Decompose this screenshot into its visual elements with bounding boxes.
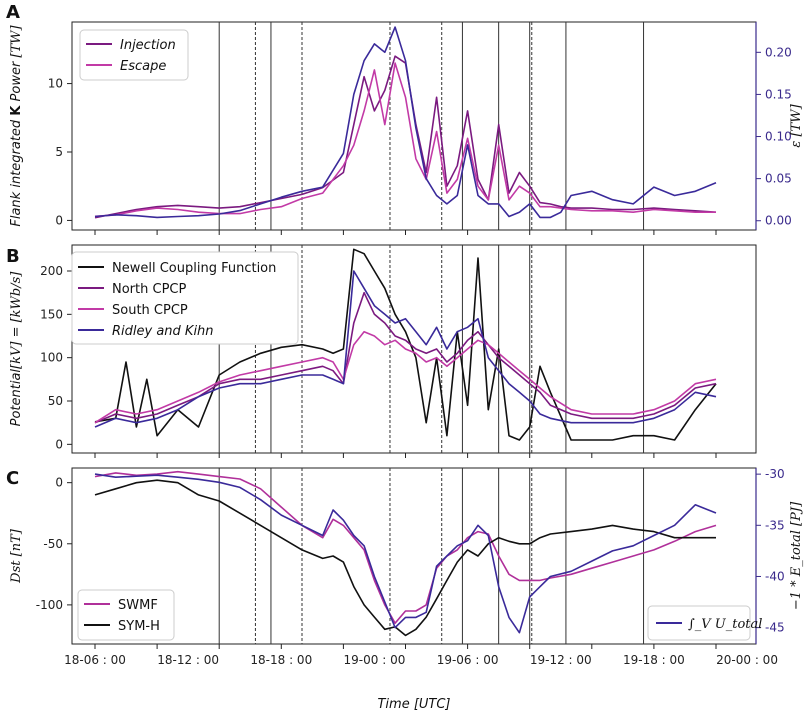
panel-c-y2label: −1 * E_total [PJ] (789, 501, 804, 610)
panel-label-b: B (6, 246, 20, 267)
legend-entry-newell: Newell Coupling Function (112, 261, 276, 276)
series-line-sym-h (94, 479, 716, 637)
panel-c-ylabel: Dst [nT] (9, 528, 24, 584)
y2-tick-label: 0.15 (765, 87, 792, 101)
x-tick-label: 20-00 : 00 (716, 653, 778, 667)
panel-a-ylabel: Flank integrated K Power [TW] (9, 24, 24, 226)
x-tick-label: 19-00 : 00 (344, 653, 406, 667)
series-line-- (94, 26, 717, 219)
x-tick-label: 18-18 : 00 (250, 653, 312, 667)
x-tick-label: 18-06 : 00 (64, 653, 126, 667)
series-line-north-cpcp (94, 291, 717, 424)
x-tick-label: 18-12 : 00 (157, 653, 219, 667)
panel-label-c: C (6, 468, 19, 489)
series-line-escape (94, 62, 716, 218)
series-line-injection (94, 55, 717, 219)
y-tick-label: 200 (40, 264, 63, 278)
panel-b-ylabel: Potential[kV] = [kWb/s] (9, 271, 24, 427)
series-line-swmf (94, 470, 717, 625)
y-tick-label: 5 (55, 145, 63, 159)
y-tick-label: -50 (43, 537, 63, 551)
series-line--v-u-total (94, 473, 717, 634)
panel-a-y2label: ε [TW] (789, 103, 804, 147)
series-line-south-cpcp (94, 330, 717, 424)
panel-label-a: A (6, 2, 20, 23)
legend-entry-energy: ∫_V U_total (688, 617, 762, 632)
legend-entry-ridley: Ridley and Kihn (112, 324, 214, 339)
y-tick-label: 100 (40, 351, 63, 365)
legend-entry-swmf: SWMF (118, 598, 158, 613)
legend-entry-north: North CPCP (112, 282, 186, 297)
y2-tick-label: 0.20 (765, 45, 792, 59)
y2-tick-label: -40 (765, 569, 785, 583)
series-line-ridley-and-kihn (94, 270, 717, 428)
legend-c-left: SWMF SYM-H (77, 589, 175, 641)
y-tick-label: 0 (55, 476, 63, 490)
x-axis-title: Time [UTC] (377, 697, 450, 712)
legend-entry-injection: Injection (120, 38, 176, 53)
y2-tick-label: -35 (765, 518, 785, 532)
y-tick-label: 0 (55, 213, 63, 227)
legend-entry-symh: SYM-H (118, 619, 160, 634)
y-tick-label: -100 (36, 598, 63, 612)
y-tick-label: 10 (48, 77, 63, 91)
y2-tick-label: -45 (765, 621, 785, 635)
legend-entry-south: South CPCP (112, 303, 188, 318)
ticks-layer: 18-06 : 00 18-12 : 00 18-18 : 00 19-00 : 00… (36, 22, 792, 667)
panel-b-frame (71, 244, 757, 454)
x-tick-label: 19-06 : 00 (437, 653, 499, 667)
y-tick-label: 50 (48, 394, 63, 408)
y-tick-label: 150 (40, 307, 63, 321)
series-layer (94, 26, 717, 637)
y2-tick-label: 0.00 (765, 214, 792, 228)
y2-tick-label: 0.10 (765, 130, 792, 144)
x-tick-label: 19-18 : 00 (623, 653, 685, 667)
legend-b: Newell Coupling Function North CPCP Sout… (71, 251, 299, 345)
x-tick-label: 19-12 : 00 (530, 653, 592, 667)
legend-entry-escape: Escape (120, 59, 166, 74)
legend-a: Injection Escape (79, 29, 189, 81)
y2-tick-label: -30 (765, 467, 785, 481)
y-tick-label: 0 (55, 437, 63, 451)
y2-tick-label: 0.05 (765, 172, 792, 186)
legend-c-right: ∫_V U_total (647, 605, 762, 641)
